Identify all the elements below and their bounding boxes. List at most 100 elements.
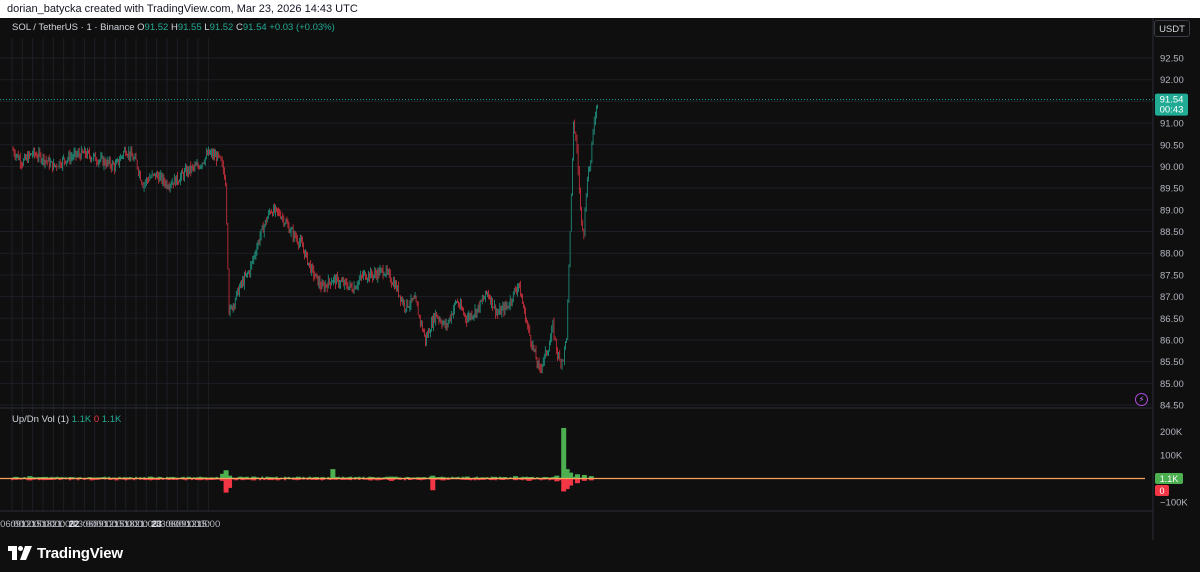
volume-up-bar bbox=[464, 476, 470, 479]
volume-down-bar bbox=[209, 478, 212, 481]
volume-up-bar bbox=[552, 476, 555, 479]
chart-frame[interactable] bbox=[0, 18, 1200, 540]
volume-down-bar bbox=[500, 478, 504, 480]
time-tick-label: 06:00 bbox=[165, 519, 189, 530]
price-tick-label: 87.50 bbox=[1160, 270, 1184, 281]
brand[interactable]: TradingView bbox=[8, 543, 123, 563]
price-tick-label: 91.00 bbox=[1160, 119, 1184, 130]
volume-down-bar bbox=[461, 478, 464, 480]
volume-up-badge: 1.1K bbox=[1160, 474, 1179, 484]
volume-up-bar bbox=[166, 476, 169, 479]
volume-down-bar bbox=[155, 478, 158, 481]
volume-up-bar bbox=[147, 476, 153, 479]
lightning-icon[interactable]: ⚡ bbox=[1135, 393, 1148, 406]
volume-down-bar bbox=[512, 478, 518, 481]
volume-up-bar bbox=[180, 477, 183, 479]
volume-up-bar bbox=[265, 476, 268, 479]
volume-down-bar bbox=[498, 478, 502, 480]
symbol-name[interactable]: SOL / TetherUS · 1 · Binance bbox=[12, 22, 135, 33]
volume-down-bar bbox=[316, 478, 320, 480]
volume-down-bar bbox=[438, 478, 442, 480]
volume-down-bar bbox=[223, 478, 229, 493]
volume-down-bar bbox=[447, 478, 450, 481]
price-tick-label: 85.50 bbox=[1160, 357, 1184, 368]
volume-up-bar bbox=[428, 476, 431, 479]
volume-down-bar bbox=[368, 478, 374, 481]
volume-down-bar bbox=[110, 478, 113, 480]
volume-down-bar bbox=[114, 478, 117, 481]
volume-up-bar bbox=[44, 476, 47, 479]
volume-legend: Up/Dn Vol (1) 1.1K 0 1.1K bbox=[12, 414, 121, 425]
volume-down-bar bbox=[11, 478, 14, 481]
volume-tick-label: 100K bbox=[1160, 451, 1183, 462]
volume-up-bar bbox=[33, 477, 36, 479]
time-tick-label: 18:00 bbox=[41, 519, 65, 530]
time-tick-label: 03:00 bbox=[72, 519, 96, 530]
volume-down-bar bbox=[474, 478, 477, 481]
volume-down-bar bbox=[490, 478, 493, 481]
volume-up-bar bbox=[42, 476, 45, 479]
volume-up-bar bbox=[273, 477, 276, 479]
volume-down-bar bbox=[478, 478, 481, 481]
volume-down-bar bbox=[434, 478, 437, 480]
volume-down-bar bbox=[581, 478, 587, 481]
volume-down-bar bbox=[568, 478, 574, 486]
volume-down-bar bbox=[259, 478, 262, 481]
volume-up-bar bbox=[13, 476, 19, 479]
volume-down-bar bbox=[548, 478, 551, 481]
volume-up-bar bbox=[87, 477, 90, 479]
volume-down-bar bbox=[275, 478, 278, 481]
time-tick-label: 06:00 bbox=[0, 519, 24, 530]
volume-up-bar bbox=[168, 477, 174, 479]
volume-up-bar bbox=[405, 476, 408, 479]
volume-down-bar bbox=[153, 478, 156, 480]
volume-tick-label: −100K bbox=[1160, 498, 1188, 509]
price-tick-label: 92.50 bbox=[1160, 54, 1184, 65]
volume-down-bar bbox=[374, 478, 377, 481]
volume-down-bar bbox=[89, 478, 92, 481]
volume-down-bar bbox=[161, 478, 165, 480]
grid-lines bbox=[0, 38, 1153, 511]
volume-down-bar bbox=[564, 478, 570, 490]
volume-down-bar bbox=[207, 478, 210, 480]
volume-down-bar bbox=[42, 478, 45, 481]
volume-down-bar bbox=[263, 478, 266, 481]
volume-down-bar bbox=[340, 478, 346, 480]
attribution-text: dorian_batycka created with TradingView.… bbox=[7, 3, 358, 15]
volume-down-bar bbox=[310, 478, 313, 480]
volume-down-bar bbox=[292, 478, 295, 480]
volume-up-bar bbox=[387, 476, 390, 479]
volume-up-bar bbox=[440, 477, 446, 479]
time-tick-label: 21:00 bbox=[134, 519, 158, 530]
volume-up-bar bbox=[536, 477, 539, 479]
volume-down-bar bbox=[480, 478, 483, 480]
volume-down-bar bbox=[58, 478, 61, 481]
currency-button[interactable]: USDT bbox=[1154, 20, 1190, 37]
volume-up-bar bbox=[474, 477, 477, 479]
volume-up-bar bbox=[192, 477, 196, 479]
volume-down-bar bbox=[48, 478, 51, 480]
volume-up-bar bbox=[498, 476, 502, 479]
volume-up-bar bbox=[256, 477, 260, 479]
volume-up-bar bbox=[104, 476, 107, 479]
time-tick-label: 15:00 bbox=[114, 519, 138, 530]
volume-up-bar bbox=[335, 476, 338, 479]
volume-up-bar bbox=[550, 477, 553, 479]
volume-indicator-name[interactable]: Up/Dn Vol (1) bbox=[12, 414, 70, 425]
volume-up-bar bbox=[287, 476, 291, 479]
volume-up-bar bbox=[283, 476, 287, 479]
volume-up-bar bbox=[424, 477, 427, 479]
volume-down-bar bbox=[46, 478, 49, 481]
volume-down-bar bbox=[201, 478, 204, 481]
volume-down-bar bbox=[314, 478, 318, 480]
volume-down-bar bbox=[519, 478, 522, 480]
volume-up-bar bbox=[521, 476, 524, 479]
volume-axis[interactable]: 200K 100K −100K bbox=[1160, 427, 1188, 509]
close-value: 91.54 bbox=[242, 22, 267, 33]
time-axis[interactable]: 06:0009:0012:0015:0018:0021:002203:0006:… bbox=[0, 519, 220, 530]
volume-down-bar bbox=[380, 478, 384, 480]
volume-up-bar bbox=[79, 477, 82, 479]
volume-zero-badge: 0 bbox=[1159, 486, 1164, 496]
volume-up-bar bbox=[37, 477, 43, 479]
